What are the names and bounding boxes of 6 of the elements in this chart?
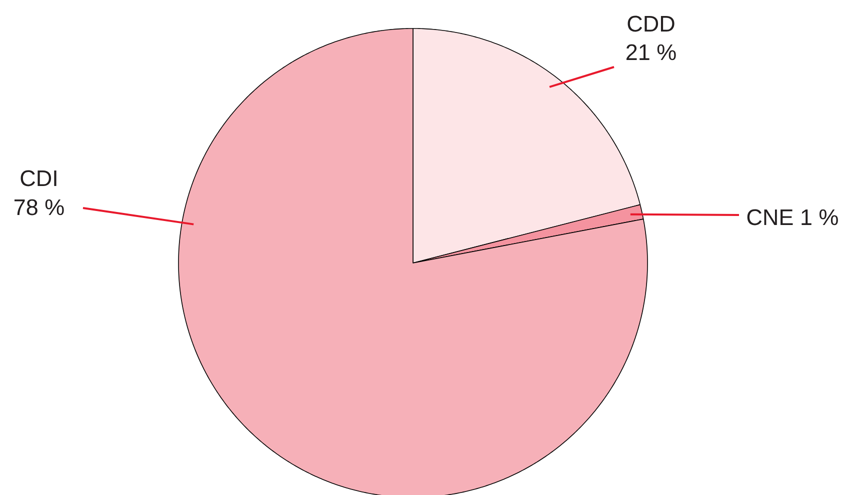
data-label: 21 %	[626, 44, 676, 60]
data-label: 1 %	[802, 209, 838, 226]
slice-label: CNE	[747, 209, 793, 226]
slice-label: CDI	[20, 170, 56, 186]
data-label: 78 %	[14, 199, 64, 216]
slice-label: CDD	[628, 16, 674, 32]
